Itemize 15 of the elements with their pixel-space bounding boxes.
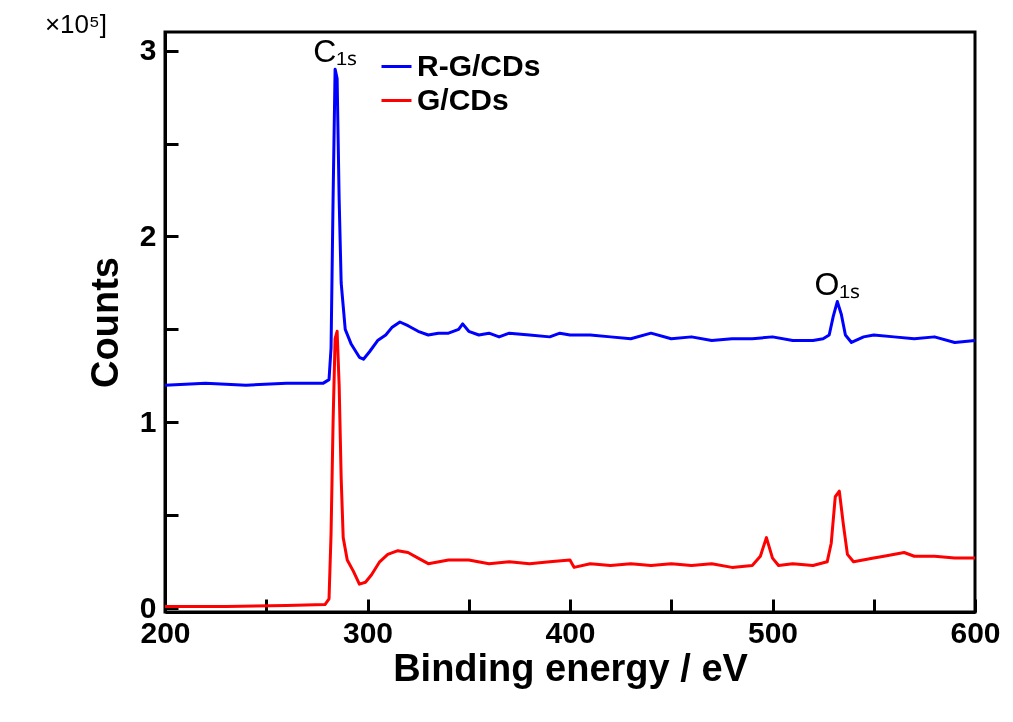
annotation: O₁ₛ [814,265,861,302]
x-axis-title: Binding energy / eV [393,646,749,689]
line-series [163,329,977,608]
x-tick-label: 600 [950,615,1001,649]
y-tick-label: 3 [139,33,157,67]
annotation: C₁ₛ [313,33,358,70]
text: ×10⁵] [44,9,107,39]
y-tick-label: 2 [139,218,157,252]
legend-label: R-G/CDs [417,48,541,82]
y-axis-title: Counts [83,257,126,388]
x-tick-label: 500 [747,615,799,649]
legend-label: G/CDs [417,82,509,116]
x-tick-label: 300 [342,615,394,649]
x-tick-label: 400 [545,615,596,649]
y-tick-label: 1 [139,404,157,438]
